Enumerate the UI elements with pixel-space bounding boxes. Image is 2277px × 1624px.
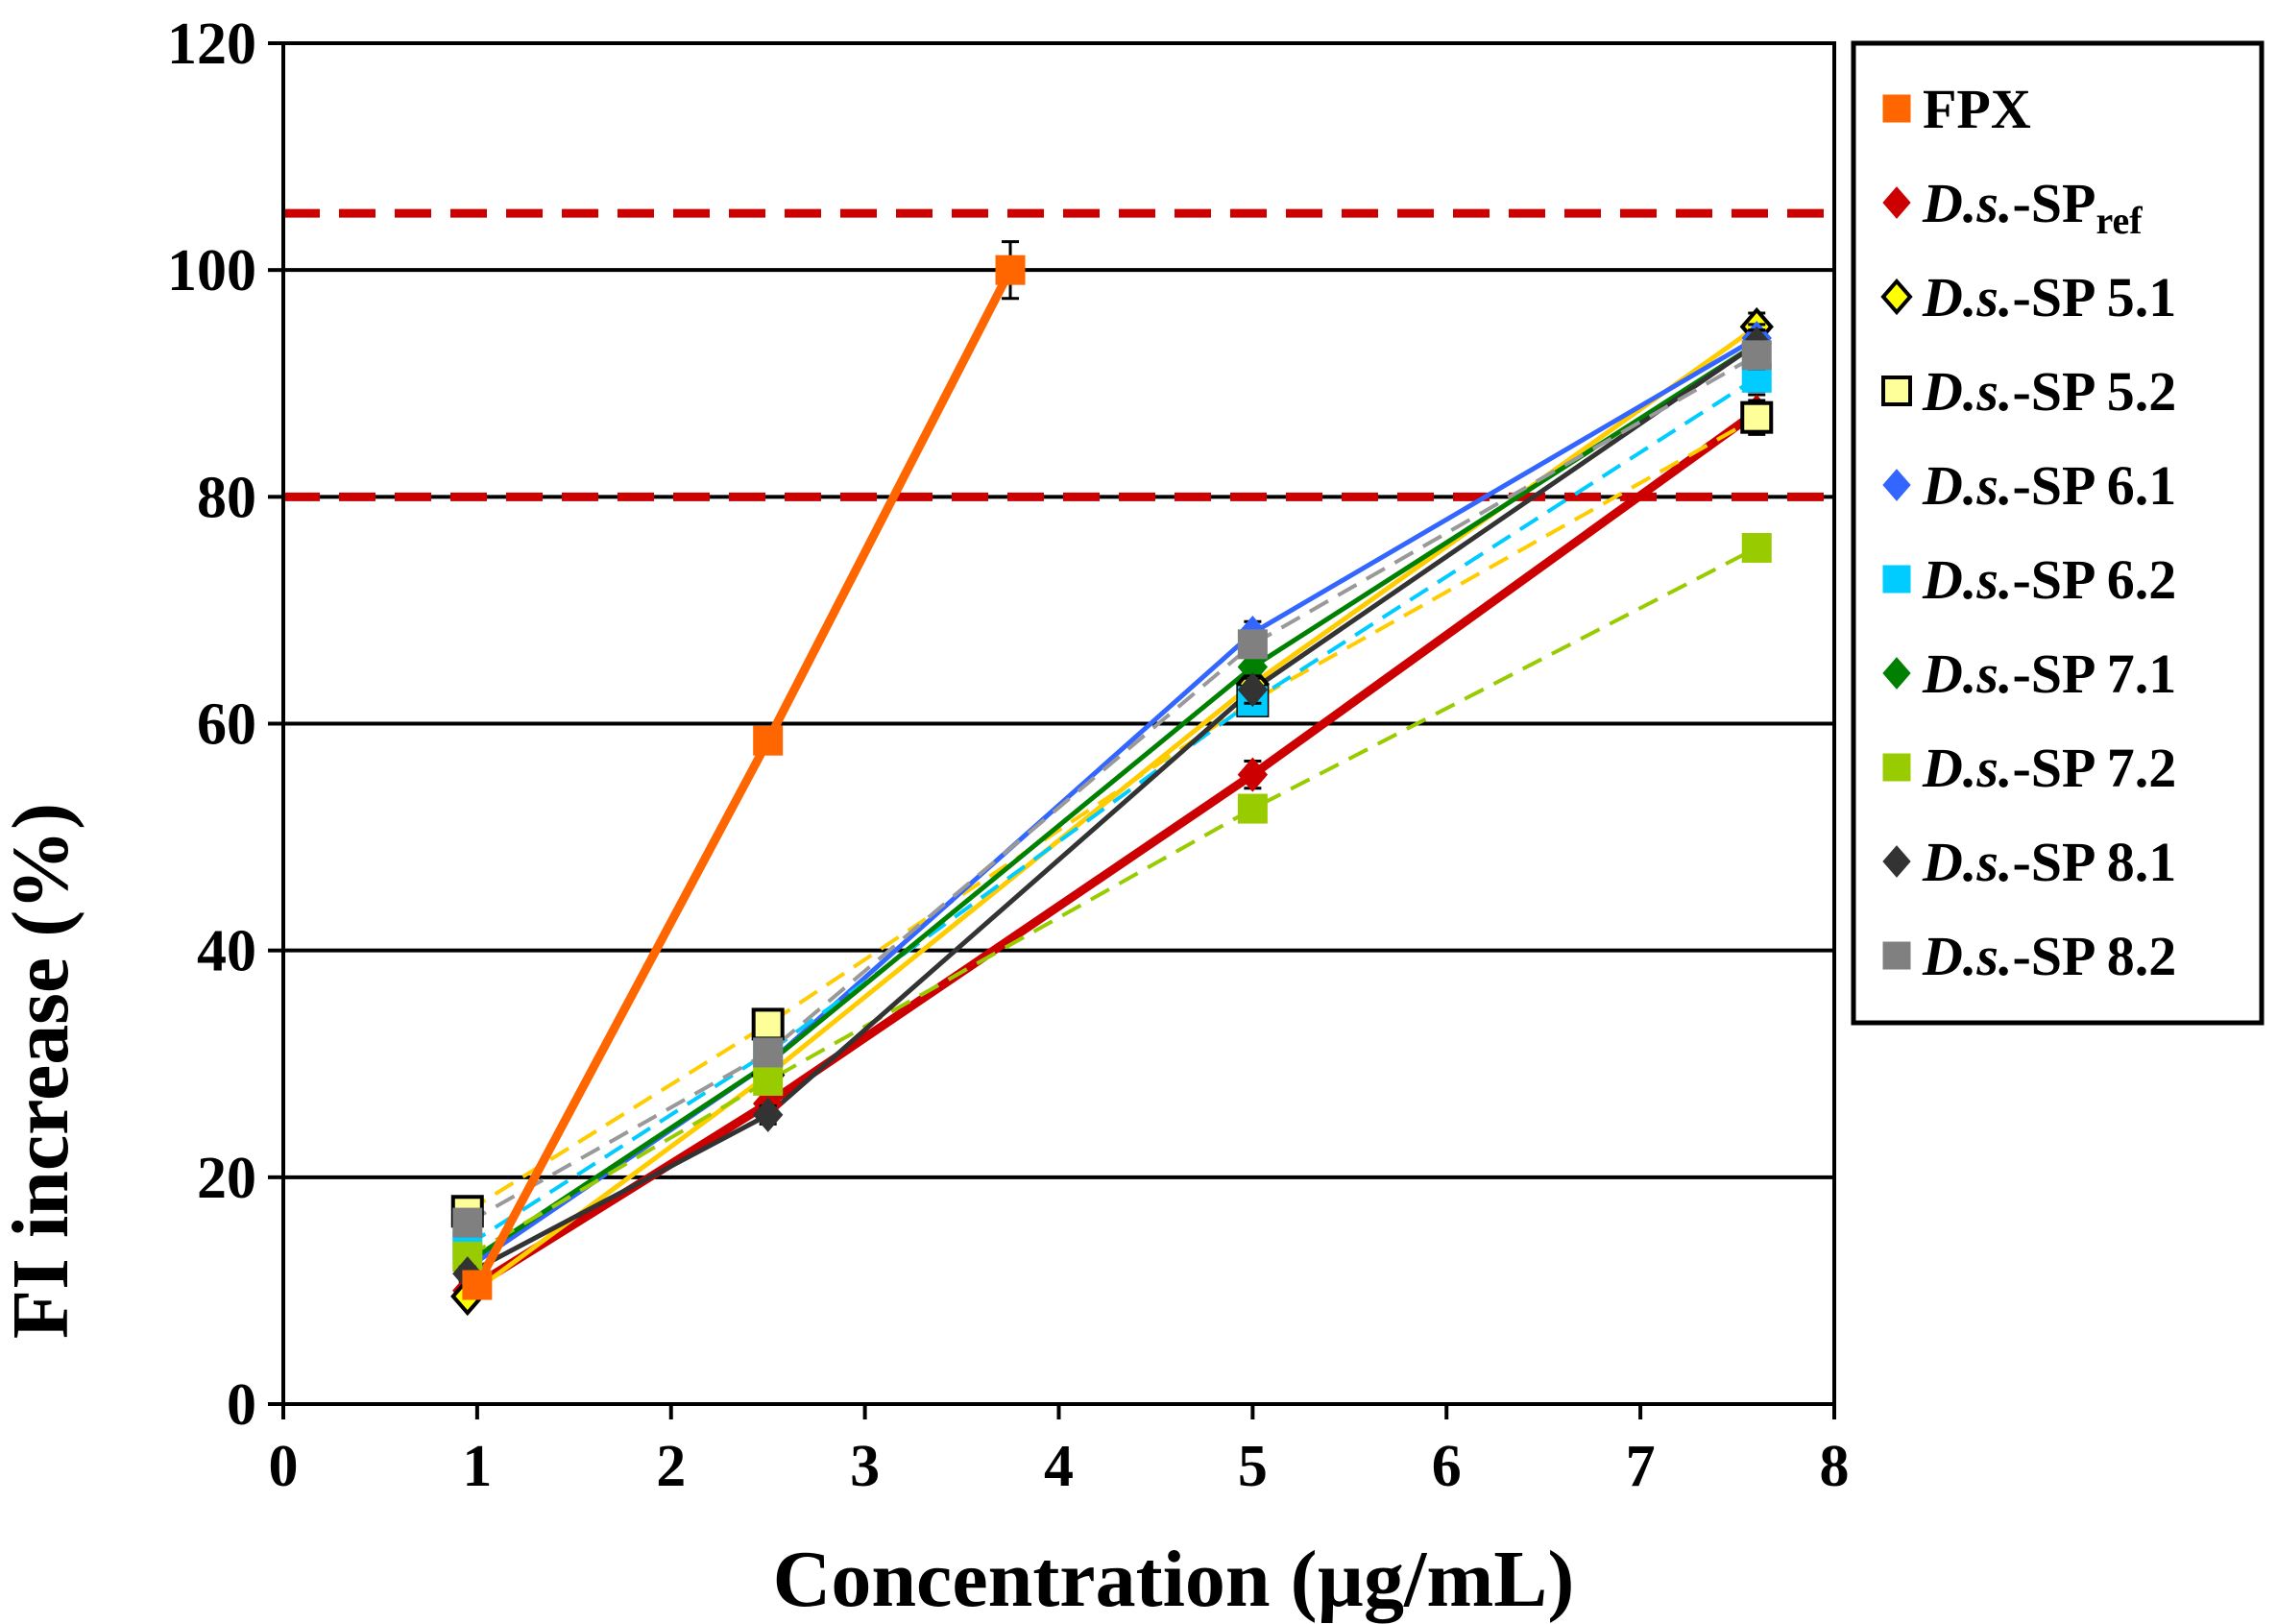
data-point-d-s-sp-7-2-1 (753, 1065, 784, 1096)
legend-label-d-s-sp-7-1: D.s.-SP 7.1 (1922, 642, 2176, 705)
legend-label-text-d-s-sp-7-2: -SP 7.2 (2012, 737, 2176, 799)
legend-label-text-fpx: FPX (1923, 78, 2031, 140)
legend-label-text-d-s-spref: -SP (2012, 172, 2095, 234)
x-tick-label-0: 0 (269, 1434, 299, 1499)
x-tick-label-6: 6 (1432, 1434, 1462, 1499)
series-layer (450, 240, 1774, 1317)
legend-label-d-s-sp-5-1: D.s.-SP 5.1 (1922, 266, 2176, 328)
legend-marker-d-s-sp-8-2 (1882, 941, 1911, 970)
legend-label-text-d-s-sp-5-1: -SP 5.1 (2012, 266, 2176, 328)
legend-label-text-d-s-sp-8-1: -SP 8.1 (2012, 831, 2176, 893)
legend-label-italic-d-s-sp-6-2: D.s. (1922, 548, 2012, 611)
data-point-fpx-2 (995, 255, 1026, 285)
legend-label-italic-d-s-sp-8-1: D.s. (1922, 831, 2012, 893)
legend-label-d-s-spref: D.s.-SPref (1922, 172, 2143, 242)
y-tick-label-40: 40 (197, 919, 256, 984)
legend-label-d-s-sp-8-2: D.s.-SP 8.2 (1922, 925, 2176, 987)
legend-label-d-s-sp-5-2: D.s.-SP 5.2 (1922, 360, 2176, 423)
legend-label-text-d-s-sp-6-1: -SP 6.1 (2012, 454, 2176, 517)
legend-marker-d-s-sp-7-2 (1882, 753, 1911, 782)
legend-label-italic-d-s-sp-7-1: D.s. (1922, 642, 2012, 705)
y-tick-label-80: 80 (197, 465, 256, 530)
y-tick-label-100: 100 (167, 238, 256, 303)
x-tick-label-4: 4 (1044, 1434, 1074, 1499)
legend-label-italic-d-s-sp-6-1: D.s. (1922, 454, 2012, 517)
legend-label-d-s-sp-6-2: D.s.-SP 6.2 (1922, 548, 2176, 611)
legend-label-italic-d-s-sp-5-1: D.s. (1922, 266, 2012, 328)
series-line-d-s-spref (465, 408, 1759, 1295)
legend-label-fpx: FPX (1923, 78, 2031, 140)
legend-marker-d-s-sp-5-1 (1880, 278, 1913, 316)
axis-layer: 0 20 40 60 80 100 120 0 1 2 3 4 5 6 7 8 (167, 12, 1850, 1499)
x-axis-title: Concentration (µg/mL) (773, 1535, 1575, 1624)
legend-label-italic-d-s-sp-5-2: D.s. (1922, 360, 2012, 423)
data-point-d-s-sp-5-2-1 (751, 1007, 785, 1041)
reference-lines (283, 208, 1834, 501)
legend-marker-d-s-sp-6-1 (1882, 469, 1911, 501)
data-point-d-s-sp-8-1-2 (1237, 672, 1269, 708)
legend-label-subscript-d-s-spref: ref (2095, 199, 2143, 242)
data-point-d-s-sp-5-2-3 (1740, 400, 1774, 434)
x-tick-label-2: 2 (656, 1434, 686, 1499)
y-tick-label-0: 0 (227, 1372, 256, 1438)
y-tick-label-60: 60 (197, 692, 256, 758)
legend-label-italic-d-s-sp-7-2: D.s. (1922, 737, 2012, 799)
series-line-d-s-sp-6-2 (466, 376, 1758, 1248)
y-tick-label-120: 120 (167, 12, 256, 77)
series-line-fpx (472, 268, 1015, 1288)
data-point-d-s-sp-8-2-2 (1237, 629, 1268, 660)
legend-marker-d-s-sp-6-2 (1882, 565, 1911, 594)
series-line-d-s-sp-8-1 (466, 341, 1758, 1276)
data-point-d-s-sp-8-2-1 (753, 1037, 784, 1068)
data-point-d-s-spref-2 (1237, 757, 1269, 792)
legend-label-d-s-sp-7-2: D.s.-SP 7.2 (1922, 737, 2176, 799)
x-tick-label-5: 5 (1238, 1434, 1268, 1499)
legend-marker-fpx (1882, 94, 1911, 123)
legend-marker-d-s-sp-8-1 (1882, 845, 1911, 878)
legend-marker-d-s-sp-7-1 (1882, 657, 1911, 690)
legend-box (1851, 40, 2265, 1026)
legend-label-d-s-sp-6-1: D.s.-SP 6.1 (1922, 454, 2176, 517)
data-point-d-s-sp-8-2-0 (452, 1207, 483, 1238)
data-point-d-s-sp-7-2-2 (1237, 793, 1268, 824)
legend-label-text-d-s-sp-8-2: -SP 8.2 (2012, 925, 2176, 987)
x-tick-label-7: 7 (1626, 1434, 1656, 1499)
x-tick-label-1: 1 (462, 1434, 492, 1499)
y-tick-label-20: 20 (197, 1146, 256, 1211)
data-point-d-s-sp-7-2-3 (1741, 532, 1772, 563)
x-tick-label-8: 8 (1820, 1434, 1850, 1499)
legend-label-italic-d-s-sp-8-2: D.s. (1922, 925, 2012, 987)
legend-marker-d-s-spref (1882, 186, 1911, 219)
legend-label-d-s-sp-8-1: D.s.-SP 8.1 (1922, 831, 2176, 893)
legend-label-text-d-s-sp-6-2: -SP 6.2 (2012, 548, 2176, 611)
series-line-d-s-sp-7-2 (466, 545, 1758, 1259)
x-tick-label-3: 3 (850, 1434, 880, 1499)
legend-marker-d-s-sp-5-2 (1881, 376, 1912, 406)
series-line-d-s-sp-7-1 (466, 341, 1758, 1265)
legend-label-text-d-s-sp-5-2: -SP 5.2 (2012, 360, 2176, 423)
legend-label-italic-d-s-spref: D.s. (1922, 172, 2012, 234)
series-line-d-s-sp-8-2 (466, 352, 1758, 1224)
series-line-d-s-sp-5-2 (466, 415, 1758, 1213)
data-point-d-s-sp-8-2-3 (1741, 340, 1772, 371)
legend-label-text-d-s-sp-7-1: -SP 7.1 (2012, 642, 2176, 705)
data-point-fpx-1 (753, 725, 784, 756)
data-point-d-s-sp-8-1-1 (753, 1097, 784, 1132)
grid-layer (283, 268, 1834, 1179)
y-axis-title: FI increase (%) (0, 803, 85, 1339)
data-point-fpx-0 (462, 1270, 493, 1300)
